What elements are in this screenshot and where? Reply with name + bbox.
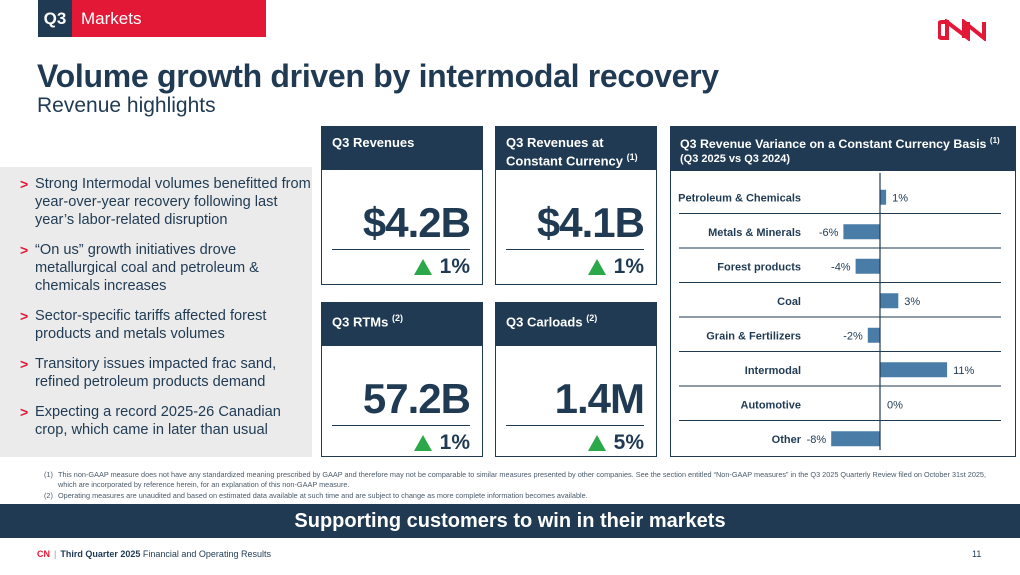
kpi-value: $4.1B [536,199,645,246]
data-label: -8% [807,434,827,446]
data-label: 11% [953,365,974,377]
variance-bar [831,431,880,447]
chart-subtitle: (Q3 2025 vs Q3 2024) [680,153,791,166]
chevron-right-icon: > [20,308,29,324]
footer-doc-title: Financial and Operating Results [142,549,271,559]
variance-bar [880,362,948,378]
category-label: Grain & Fertilizers [706,330,801,342]
footnote-2: (2) Operating measures are unaudited and… [44,491,1004,501]
kpi-divider [332,249,470,250]
footer: CN | Third Quarter 2025 Financial and Oper… [37,549,271,559]
arrow-up-icon [413,435,432,451]
kpi-title: Q3 Revenues at Constant Currency (1) [496,127,656,170]
category-label: Intermodal [745,365,801,377]
footer-separator: | [54,549,57,559]
footer-period: Third Quarter 2025 [60,549,141,559]
variance-bar-chart: Petroleum & Chemicals 1% Metals & Minerals… [678,173,1001,450]
highlight-text: Expecting a record 2025-26 Canadian crop… [35,404,281,438]
chevron-right-icon: > [20,356,29,372]
page-number: 11 [972,549,982,559]
data-label: 3% [904,296,920,308]
highlight-text: “On us” growth initiatives drove metallu… [35,242,259,294]
kpi-change: 1% [413,255,470,279]
kpi-card-rtms: Q3 RTMs (2) 57.2B 1% [321,302,483,457]
kpi-value: 57.2B [362,375,471,422]
highlight-item: > Expecting a record 2025-26 Canadian cro… [20,403,312,439]
tagline-text: Supporting customers to win in their mar… [294,509,726,532]
variance-chart-card: Q3 Revenue Variance on a Constant Curren… [670,126,1016,457]
section-label: Markets [81,8,142,28]
category-label: Coal [777,296,801,308]
highlight-item: > Strong Intermodal volumes benefitted fr… [20,175,312,229]
kpi-card-revenues-constant-currency: Q3 Revenues at Constant Currency (1) $4.1… [495,126,657,285]
highlight-item: > Sector-specific tariffs affected forest… [20,307,312,343]
kpi-value: $4.2B [362,199,471,246]
footer-brand: CN [37,549,50,559]
chevron-right-icon: > [20,176,29,192]
arrow-up-icon [413,259,432,275]
data-label: -6% [819,227,839,239]
chevron-right-icon: > [20,404,29,420]
kpi-value: 1.4M [554,375,645,422]
page-title: Volume growth driven by intermodal recov… [37,58,719,94]
kpi-card-revenues: Q3 Revenues $4.2B 1% [321,126,483,285]
section-tag: Q3 Markets [38,0,266,37]
variance-bar [867,327,880,343]
highlight-item: > “On us” growth initiatives drove metall… [20,241,312,295]
highlight-text: Sector-specific tariffs affected forest … [35,308,267,342]
variance-bar [880,189,887,205]
kpi-title: Q3 Carloads (2) [496,303,656,346]
data-label: -2% [843,330,863,342]
chart-title: Q3 Revenue Variance on a Constant Curren… [680,136,1000,152]
kpi-divider [506,425,644,426]
cn-logo [938,19,986,41]
kpi-divider [506,249,644,250]
footnote-number: (2) [44,491,53,500]
footnote-1: (1) This non-GAAP measure does not have … [44,470,1004,490]
variance-bar [855,258,880,274]
highlights-panel: > Strong Intermodal volumes benefitted fr… [0,167,312,457]
highlight-text: Transitory issues impacted frac sand, re… [35,356,277,390]
kpi-change: 5% [587,431,644,455]
quarter-tag: Q3 [38,0,72,37]
data-label: 1% [892,192,908,204]
variance-bar [843,224,880,240]
tagline-banner: Supporting customers to win in their mar… [0,504,1020,538]
category-label: Metals & Minerals [708,227,801,239]
category-label: Petroleum & Chemicals [678,192,801,204]
category-label: Other [772,434,802,446]
kpi-change: 1% [413,431,470,455]
chevron-right-icon: > [20,242,29,258]
highlight-item: > Transitory issues impacted frac sand, r… [20,355,312,391]
kpi-title: Q3 Revenues [322,127,482,170]
chart-header: Q3 Revenue Variance on a Constant Curren… [671,127,1015,171]
page-subtitle: Revenue highlights [37,94,216,117]
footnote-text: Operating measures are unaudited and bas… [58,491,588,500]
data-label: 0% [887,399,903,411]
arrow-up-icon [587,435,606,451]
variance-bar [880,293,899,309]
arrow-up-icon [587,259,606,275]
footnote-text: This non-GAAP measure does not have any … [58,470,987,489]
highlight-text: Strong Intermodal volumes benefitted fro… [35,176,311,228]
data-label: -4% [831,261,851,273]
kpi-divider [332,425,470,426]
kpi-change: 1% [587,255,644,279]
footnote-number: (1) [44,470,53,479]
category-label: Automotive [741,399,802,411]
kpi-title: Q3 RTMs (2) [322,303,482,346]
category-label: Forest products [717,261,801,273]
kpi-card-carloads: Q3 Carloads (2) 1.4M 5% [495,302,657,457]
